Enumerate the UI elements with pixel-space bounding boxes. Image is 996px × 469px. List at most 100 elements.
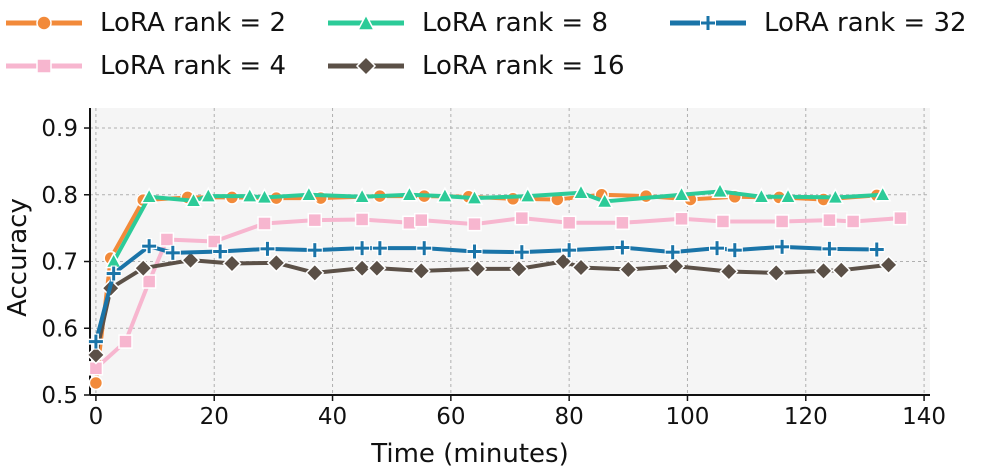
legend-swatch-rank-8-icon <box>328 13 404 31</box>
data-point-lora-rank-16 <box>879 255 899 275</box>
data-point-lora-rank-8 <box>465 188 484 205</box>
data-point-lora-rank-32 <box>709 240 726 257</box>
data-point-lora-rank-8 <box>873 185 892 202</box>
legend-label-rank-4: LoRA rank = 4 <box>100 51 287 81</box>
y-tick-label: 0.8 <box>41 183 78 209</box>
data-point-lora-rank-16 <box>305 263 325 283</box>
x-tick-label: 40 <box>318 404 347 430</box>
series-line-lora-rank-8 <box>111 189 885 264</box>
data-point-lora-rank-4 <box>118 334 133 349</box>
data-point-lora-rank-32 <box>371 240 388 257</box>
legend-item-rank-2: LoRA rank = 2 <box>4 5 286 41</box>
data-point-lora-rank-4 <box>402 215 417 231</box>
legend-label-rank-32: LoRA rank = 32 <box>764 8 967 38</box>
legend-swatch-rank-4-icon <box>6 58 82 74</box>
data-point-lora-rank-16 <box>86 345 106 365</box>
data-point-lora-rank-32 <box>513 244 530 261</box>
legend-item-rank-4: LoRA rank = 4 <box>4 48 286 84</box>
data-point-lora-rank-16 <box>618 259 638 280</box>
data-point-lora-rank-4 <box>159 232 175 247</box>
data-point-lora-rank-4 <box>715 214 731 229</box>
data-point-lora-rank-8 <box>572 183 590 200</box>
data-point-lora-rank-8 <box>826 187 845 205</box>
data-point-lora-rank-16 <box>571 257 591 278</box>
data-point-lora-rank-4 <box>257 216 272 231</box>
series-lora-rank-4 <box>88 210 908 376</box>
data-point-lora-rank-16 <box>181 250 201 270</box>
data-point-lora-rank-8 <box>199 186 218 203</box>
data-point-lora-rank-16 <box>467 259 488 279</box>
data-point-lora-rank-4 <box>354 212 370 227</box>
data-point-lora-rank-8 <box>779 187 797 204</box>
data-point-lora-rank-2 <box>88 375 104 391</box>
data-point-lora-rank-32 <box>614 239 631 256</box>
data-point-lora-rank-4 <box>822 212 837 228</box>
legend: LoRA rank = 2 LoRA rank = 4 LoRA rank = … <box>0 0 996 100</box>
legend-swatch-rank-16-icon <box>328 55 404 77</box>
data-point-lora-rank-32 <box>87 333 104 350</box>
y-tick-label: 0.7 <box>41 250 78 276</box>
data-point-lora-rank-16 <box>222 253 242 274</box>
legend-swatch-rank-2-icon <box>6 15 82 31</box>
data-point-lora-rank-32 <box>306 242 323 259</box>
data-point-lora-rank-8 <box>400 185 419 202</box>
data-point-lora-rank-16 <box>831 260 851 280</box>
data-point-lora-rank-16 <box>133 258 153 278</box>
data-point-lora-rank-16 <box>719 261 739 282</box>
data-point-lora-rank-8 <box>595 191 614 209</box>
data-point-lora-rank-32 <box>466 243 483 260</box>
x-tick-label: 100 <box>666 404 710 430</box>
legend-item-rank-32: LoRA rank = 32 <box>668 5 967 41</box>
series-line-lora-rank-4 <box>93 216 903 371</box>
data-point-lora-rank-8 <box>140 187 158 204</box>
y-tick-label: 0.5 <box>41 383 78 409</box>
data-point-lora-rank-8 <box>752 187 771 204</box>
data-point-lora-rank-4 <box>414 212 429 228</box>
data-point-lora-rank-8 <box>255 187 274 205</box>
data-point-lora-rank-32 <box>664 244 681 261</box>
data-point-lora-rank-4 <box>774 214 790 229</box>
data-point-lora-rank-8 <box>711 181 729 199</box>
data-point-lora-rank-4 <box>893 210 908 226</box>
data-point-lora-rank-8 <box>300 185 318 202</box>
data-point-lora-rank-8 <box>436 186 454 203</box>
data-point-lora-rank-16 <box>766 263 786 283</box>
data-point-lora-rank-32 <box>259 240 276 257</box>
data-point-lora-rank-32 <box>354 240 371 257</box>
data-point-lora-rank-32 <box>416 240 433 257</box>
data-point-lora-rank-16 <box>367 258 387 278</box>
x-tick-label: 140 <box>902 404 946 430</box>
data-point-lora-rank-4 <box>141 274 157 289</box>
y-axis-title: Accuracy <box>3 198 33 317</box>
x-tick-label: 20 <box>200 404 229 430</box>
data-point-lora-rank-16 <box>352 258 372 278</box>
data-point-lora-rank-8 <box>672 185 691 202</box>
data-point-lora-rank-4 <box>467 216 482 232</box>
data-point-lora-rank-32 <box>561 242 578 259</box>
data-point-lora-rank-32 <box>105 265 122 282</box>
legend-item-rank-8: LoRA rank = 8 <box>326 5 608 41</box>
data-point-lora-rank-32 <box>141 238 158 255</box>
data-point-lora-rank-32 <box>774 238 791 255</box>
y-tick-label: 0.9 <box>41 116 78 142</box>
data-point-lora-rank-8 <box>518 186 537 203</box>
data-point-lora-rank-4 <box>674 211 689 227</box>
data-point-lora-rank-32 <box>868 241 885 258</box>
data-point-lora-rank-4 <box>307 212 323 228</box>
legend-item-rank-16: LoRA rank = 16 <box>326 48 625 84</box>
data-point-lora-rank-4 <box>615 215 630 231</box>
data-point-lora-rank-4 <box>845 214 861 229</box>
data-point-lora-rank-32 <box>212 243 229 260</box>
x-tick-label: 0 <box>89 404 104 430</box>
data-point-lora-rank-32 <box>164 244 181 261</box>
data-point-lora-rank-16 <box>411 261 431 281</box>
x-tick-label: 60 <box>436 404 465 430</box>
x-axis-title: Time (minutes) <box>370 439 568 469</box>
data-point-lora-rank-16 <box>509 259 529 279</box>
legend-label-rank-2: LoRA rank = 2 <box>100 8 287 38</box>
data-point-lora-rank-8 <box>240 186 259 203</box>
x-tick-label: 80 <box>555 404 584 430</box>
legend-label-rank-16: LoRA rank = 16 <box>422 51 625 81</box>
data-point-lora-rank-8 <box>184 191 203 208</box>
